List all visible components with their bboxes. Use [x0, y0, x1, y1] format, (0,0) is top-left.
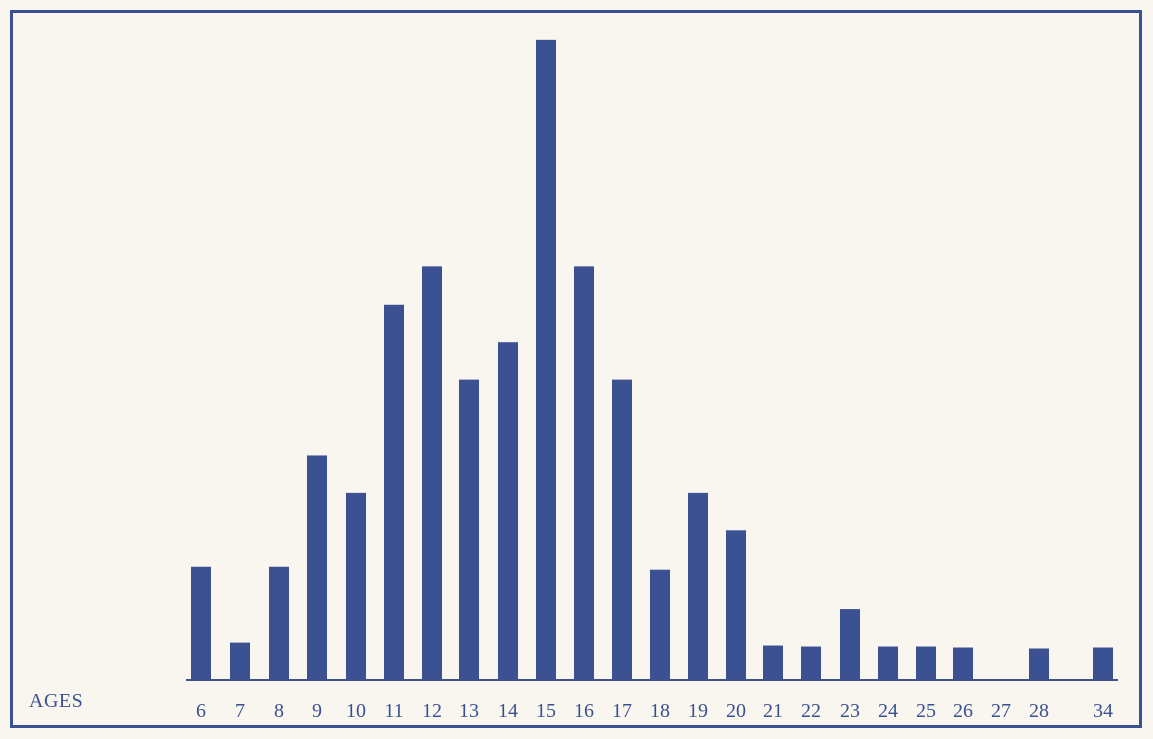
x-tick-label-11: 11 — [384, 700, 403, 722]
x-tick-label-9: 9 — [312, 700, 322, 722]
x-tick-label-8: 8 — [274, 700, 284, 722]
bar-age-26 — [953, 647, 973, 680]
x-tick-label-24: 24 — [878, 700, 898, 722]
x-tick-label-13: 13 — [459, 700, 479, 722]
bar-age-8 — [269, 566, 289, 680]
x-axis-title: AGES — [29, 690, 84, 712]
bar-age-23 — [840, 609, 860, 680]
bar-age-18 — [650, 569, 670, 680]
x-tick-label-16: 16 — [574, 700, 594, 722]
bar-age-17 — [612, 379, 632, 680]
bar-age-20 — [726, 530, 746, 680]
x-tick-label-26: 26 — [953, 700, 973, 722]
x-tick-label-28: 28 — [1029, 700, 1049, 722]
x-tick-label-21: 21 — [763, 700, 783, 722]
x-tick-label-6: 6 — [196, 700, 206, 722]
bar-age-22 — [801, 646, 821, 680]
x-tick-label-18: 18 — [650, 700, 670, 722]
bar-age-34 — [1093, 647, 1113, 680]
bar-age-16 — [574, 266, 594, 680]
bar-age-25 — [916, 646, 936, 680]
x-tick-label-20: 20 — [726, 700, 746, 722]
x-tick-label-14: 14 — [498, 700, 518, 722]
bar-age-19 — [688, 492, 708, 680]
bar-age-10 — [346, 492, 366, 680]
x-tick-label-7: 7 — [235, 700, 245, 722]
bar-age-11 — [384, 304, 404, 680]
x-tick-label-19: 19 — [688, 700, 708, 722]
bar-age-7 — [230, 642, 250, 680]
bar-age-14 — [498, 342, 518, 680]
bar-age-6 — [191, 566, 211, 680]
x-tick-label-27: 27 — [991, 700, 1011, 722]
x-tick-label-23: 23 — [840, 700, 860, 722]
bar-age-9 — [307, 455, 327, 680]
x-tick-label-17: 17 — [612, 700, 632, 722]
x-tick-label-25: 25 — [916, 700, 936, 722]
x-tick-label-15: 15 — [536, 700, 556, 722]
bar-age-15 — [536, 39, 556, 680]
bar-age-28 — [1029, 648, 1049, 680]
bar-age-24 — [878, 646, 898, 680]
chart-frame — [10, 10, 1142, 728]
bar-age-21 — [763, 645, 783, 680]
x-tick-label-12: 12 — [422, 700, 442, 722]
x-tick-label-10: 10 — [346, 700, 366, 722]
x-tick-label-22: 22 — [801, 700, 821, 722]
bar-age-13 — [459, 379, 479, 680]
x-tick-label-34: 34 — [1093, 700, 1113, 722]
bar-age-12 — [422, 266, 442, 680]
